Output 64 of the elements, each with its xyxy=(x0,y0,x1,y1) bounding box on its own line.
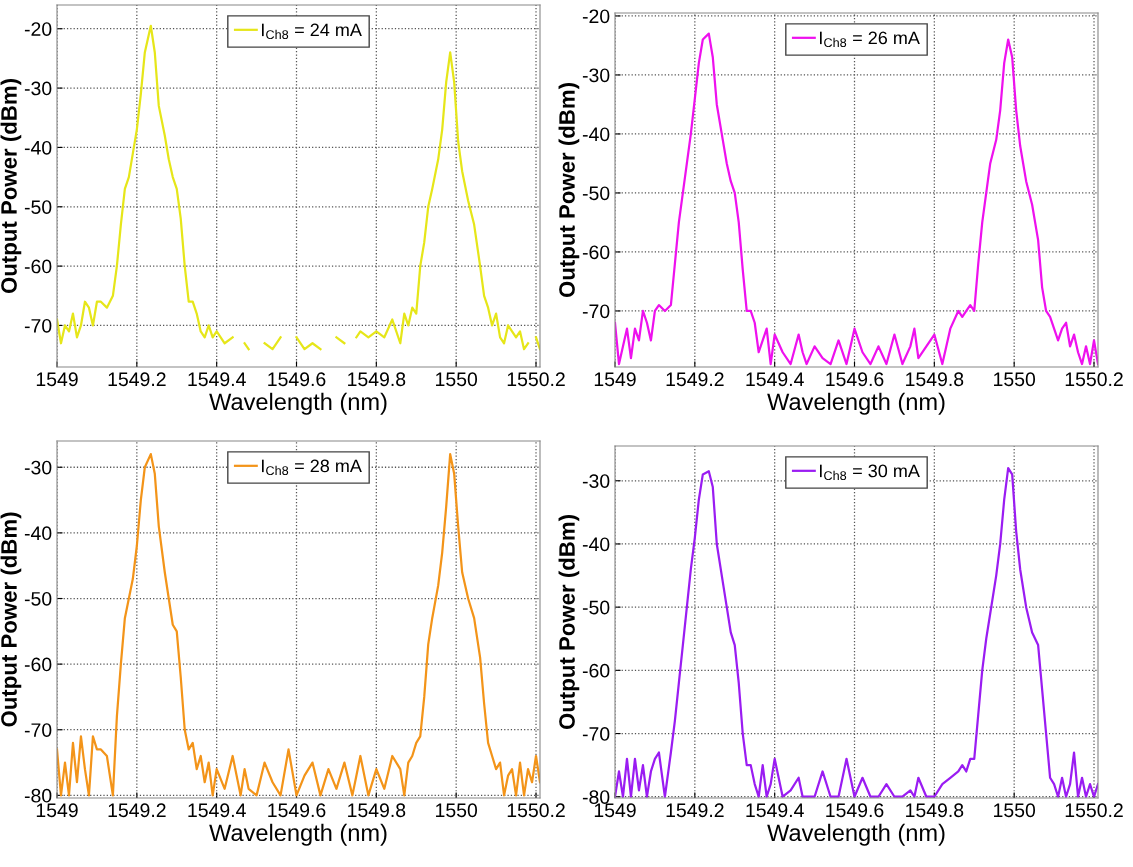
y-tick-label: -50 xyxy=(582,600,610,615)
x-tick-label: 1550 xyxy=(994,803,1036,818)
y-tick-label: -70 xyxy=(24,318,52,333)
x-tick-label: 1549.8 xyxy=(348,803,406,818)
x-tick-label: 1549.4 xyxy=(746,372,804,387)
x-axis-title: Wavelength (nm) xyxy=(767,392,945,415)
x-axis-title: Wavelength (nm) xyxy=(767,823,945,846)
y-tick-label: -70 xyxy=(582,727,610,741)
x-tick-label: 1549.6 xyxy=(826,803,884,818)
x-tick-label: 1549 xyxy=(36,372,78,387)
y-tick-label: -20 xyxy=(582,9,610,24)
x-tick-label: 1549.4 xyxy=(188,372,246,387)
y-tick-label: -40 xyxy=(582,127,610,142)
y-tick-label: -60 xyxy=(24,259,52,274)
y-tick-label: -40 xyxy=(582,537,610,552)
y-tick-label: -30 xyxy=(24,81,52,96)
y-tick-label: -70 xyxy=(582,304,610,319)
x-tick-label: 1549.2 xyxy=(108,803,166,818)
x-tick-label: 1549.4 xyxy=(188,803,246,818)
y-tick-label: -40 xyxy=(24,140,52,155)
x-tick-label: 1549.6 xyxy=(268,803,326,818)
x-tick-label: 1550.2 xyxy=(1065,372,1123,387)
legend-label: I$_{Ch8}$ = 30 mA xyxy=(819,464,920,481)
x-tick-label: 1549.2 xyxy=(666,803,724,818)
y-tick-label: -20 xyxy=(24,22,52,36)
x-tick-label: 1550 xyxy=(436,803,478,818)
x-tick-label: 1549.6 xyxy=(826,372,884,387)
y-tick-label: -40 xyxy=(24,526,52,541)
legend-label: I$_{Ch8}$ = 26 mA xyxy=(819,31,920,48)
x-tick-label: 1549.2 xyxy=(108,372,166,387)
x-tick-label: 1550.2 xyxy=(1065,803,1123,818)
x-tick-label: 1550.2 xyxy=(507,372,565,387)
y-tick-label: -70 xyxy=(24,723,52,737)
legend-label: I$_{Ch8}$ = 28 mA xyxy=(261,459,362,476)
y-tick-label: -60 xyxy=(24,657,52,672)
legend-label: I$_{Ch8}$ = 24 mA xyxy=(261,23,362,40)
y-tick-label: -80 xyxy=(24,788,52,803)
x-tick-label: 1549.8 xyxy=(906,372,964,387)
x-tick-label: 1550 xyxy=(994,372,1036,387)
x-tick-label: 1549.8 xyxy=(348,372,406,387)
x-tick-label: 1549.4 xyxy=(746,803,804,818)
y-tick-label: -30 xyxy=(24,460,52,475)
x-tick-label: 1549 xyxy=(36,803,78,818)
y-tick-label: -80 xyxy=(582,790,610,804)
x-tick-label: 1549.6 xyxy=(268,372,326,387)
y-axis-title: Output Power (dBm) xyxy=(0,79,22,294)
x-tick-label: 1549 xyxy=(594,803,636,818)
y-tick-label: -30 xyxy=(582,68,610,83)
y-axis-title: Output Power (dBm) xyxy=(558,83,580,298)
x-tick-label: 1549 xyxy=(594,372,636,387)
y-tick-label: -60 xyxy=(582,245,610,260)
y-tick-label: -50 xyxy=(24,591,52,606)
y-axis-title: Output Power (dBm) xyxy=(558,515,580,730)
y-tick-label: -60 xyxy=(582,663,610,678)
x-axis-title: Wavelength (nm) xyxy=(209,823,387,846)
x-axis-title: Wavelength (nm) xyxy=(209,392,387,415)
x-tick-label: 1549.8 xyxy=(906,803,964,818)
x-tick-label: 1550.2 xyxy=(507,803,565,818)
y-tick-label: -30 xyxy=(582,474,610,488)
y-tick-label: -50 xyxy=(582,186,610,201)
y-tick-label: -50 xyxy=(24,200,52,215)
x-tick-label: 1549.2 xyxy=(666,372,724,387)
y-axis-title: Output Power (dBm) xyxy=(0,512,22,727)
x-tick-label: 1550 xyxy=(436,372,478,387)
